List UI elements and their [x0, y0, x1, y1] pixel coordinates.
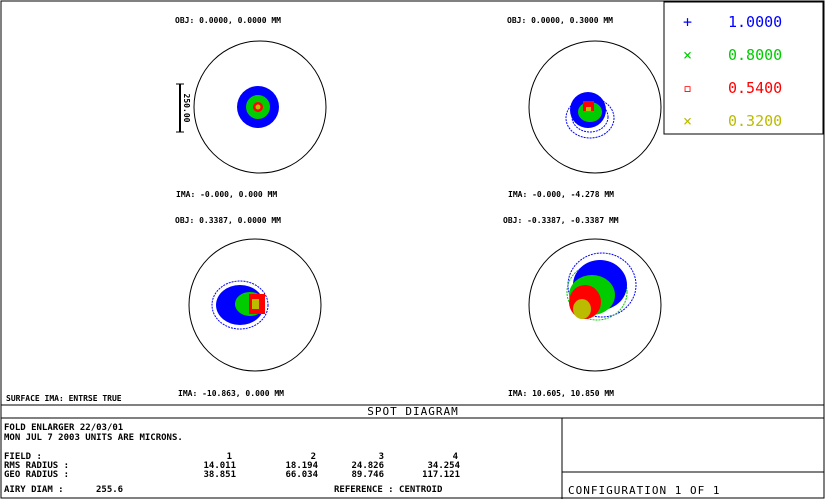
spot-2-yellow — [586, 107, 591, 111]
info-line-2: MON JUL 7 2003 UNITS ARE MICRONS. — [4, 433, 183, 443]
configuration-label: CONFIGURATION 1 OF 1 — [568, 484, 720, 497]
spot-4 — [566, 252, 637, 321]
geo-label: GEO RADIUS : — [4, 470, 69, 480]
airy-label: AIRY DIAM : — [4, 485, 64, 495]
diagram-title: SPOT DIAGRAM — [367, 405, 458, 418]
spot-1 — [237, 86, 279, 128]
spot-3-ima-label: IMA: -10.863, 0.000 MM — [178, 389, 284, 398]
field-value-3: 3 — [379, 452, 384, 462]
reference-label: REFERENCE : CENTROID — [334, 485, 443, 495]
geo-value-4: 117.121 — [422, 470, 460, 480]
spot-1-yellow — [255, 104, 261, 110]
airy-circle-1 — [193, 40, 327, 174]
rms-label: RMS RADIUS : — [4, 461, 69, 471]
surface-label: SURFACE IMA: ENTRSE TRUE — [6, 394, 122, 403]
legend-value-4: 0.3200 — [728, 112, 782, 130]
legend-marker-2: × — [683, 46, 692, 64]
rms-value-1: 14.011 — [203, 461, 236, 471]
legend-marker-1: + — [683, 13, 692, 31]
spot-4-yellow — [573, 299, 591, 319]
legend-value-1: 1.0000 — [728, 13, 782, 31]
scale-bar-label: 250.00 — [182, 94, 191, 123]
field-value-2: 2 — [311, 452, 316, 462]
field-value-4: 4 — [453, 452, 459, 462]
geo-value-1: 38.851 — [203, 470, 236, 480]
airy-circles — [188, 40, 662, 372]
spot-3-yellow — [252, 299, 259, 309]
rms-value-2: 18.194 — [285, 461, 318, 471]
spot-4-ima-label: IMA: 10.605, 10.850 MM — [508, 389, 614, 398]
legend-value-3: 0.5400 — [728, 79, 782, 97]
spot-1-obj-label: OBJ: 0.0000, 0.0000 MM — [175, 16, 281, 25]
field-value-1: 1 — [227, 452, 232, 462]
geo-value-3: 89.746 — [351, 470, 384, 480]
airy-circle-3 — [188, 238, 322, 372]
spot-3-obj-label: OBJ: 0.3387, 0.0000 MM — [175, 216, 281, 225]
airy-circle-2 — [528, 40, 662, 174]
rms-value-4: 34.254 — [427, 461, 460, 471]
airy-circle-4 — [528, 238, 662, 372]
spot-3 — [211, 280, 269, 330]
legend-marker-4: × — [683, 112, 692, 130]
field-label: FIELD : — [4, 452, 42, 462]
legend-value-2: 0.8000 — [728, 46, 782, 64]
info-table: FOLD ENLARGER 22/03/01 MON JUL 7 2003 UN… — [4, 423, 461, 495]
spot-4-blue-rings — [567, 252, 637, 318]
spot-2 — [565, 92, 615, 139]
legend-box — [663, 1, 824, 135]
legend: + 1.0000 × 0.8000 ▫ 0.5400 × 0.3200 — [663, 1, 824, 135]
rms-value-3: 24.826 — [351, 461, 384, 471]
spot-3-blue-rings — [211, 280, 269, 330]
scale-bar: 250.00 — [176, 83, 191, 133]
geo-value-2: 66.034 — [285, 470, 318, 480]
spot-4-obj-label: OBJ: -0.3387, -0.3387 MM — [503, 216, 619, 225]
spot-1-ima-label: IMA: -0.000, 0.000 MM — [176, 190, 277, 199]
spot-2-red — [583, 101, 594, 111]
legend-marker-3: ▫ — [683, 79, 692, 97]
spot-2-ima-label: IMA: -0.000, -4.278 MM — [508, 190, 614, 199]
spot-2-obj-label: OBJ: 0.0000, 0.3000 MM — [507, 16, 613, 25]
airy-value: 255.6 — [96, 485, 123, 495]
info-line-1: FOLD ENLARGER 22/03/01 — [4, 423, 123, 433]
